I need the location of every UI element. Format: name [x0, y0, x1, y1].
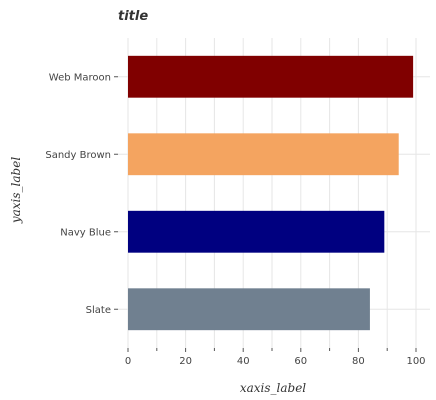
- x-tick-label: 80: [352, 356, 365, 367]
- chart-title: title: [118, 9, 148, 24]
- y-tick-label: Sandy Brown: [45, 150, 111, 161]
- x-tick-label: 0: [125, 356, 131, 367]
- y-tick-label: Slate: [86, 305, 111, 316]
- x-tick-label: 40: [237, 356, 250, 367]
- bar-sandy-brown: [128, 133, 399, 176]
- bar-web-maroon: [128, 55, 414, 98]
- bar-slate: [128, 288, 370, 331]
- x-tick-label: 100: [406, 356, 425, 367]
- x-axis-label: xaxis_label: [240, 381, 306, 395]
- bar-navy-blue: [128, 210, 385, 253]
- x-tick-label: 20: [179, 356, 192, 367]
- y-tick-label: Web Maroon: [49, 72, 111, 83]
- x-axis: 0 20 40 60 80 100: [125, 348, 426, 367]
- bars: [128, 55, 414, 331]
- x-tick-label: 60: [294, 356, 307, 367]
- y-tick-label: Navy Blue: [60, 227, 111, 238]
- y-axis: Web Maroon Sandy Brown Navy Blue Slate: [45, 72, 118, 316]
- y-axis-label: yaxis_label: [9, 157, 23, 224]
